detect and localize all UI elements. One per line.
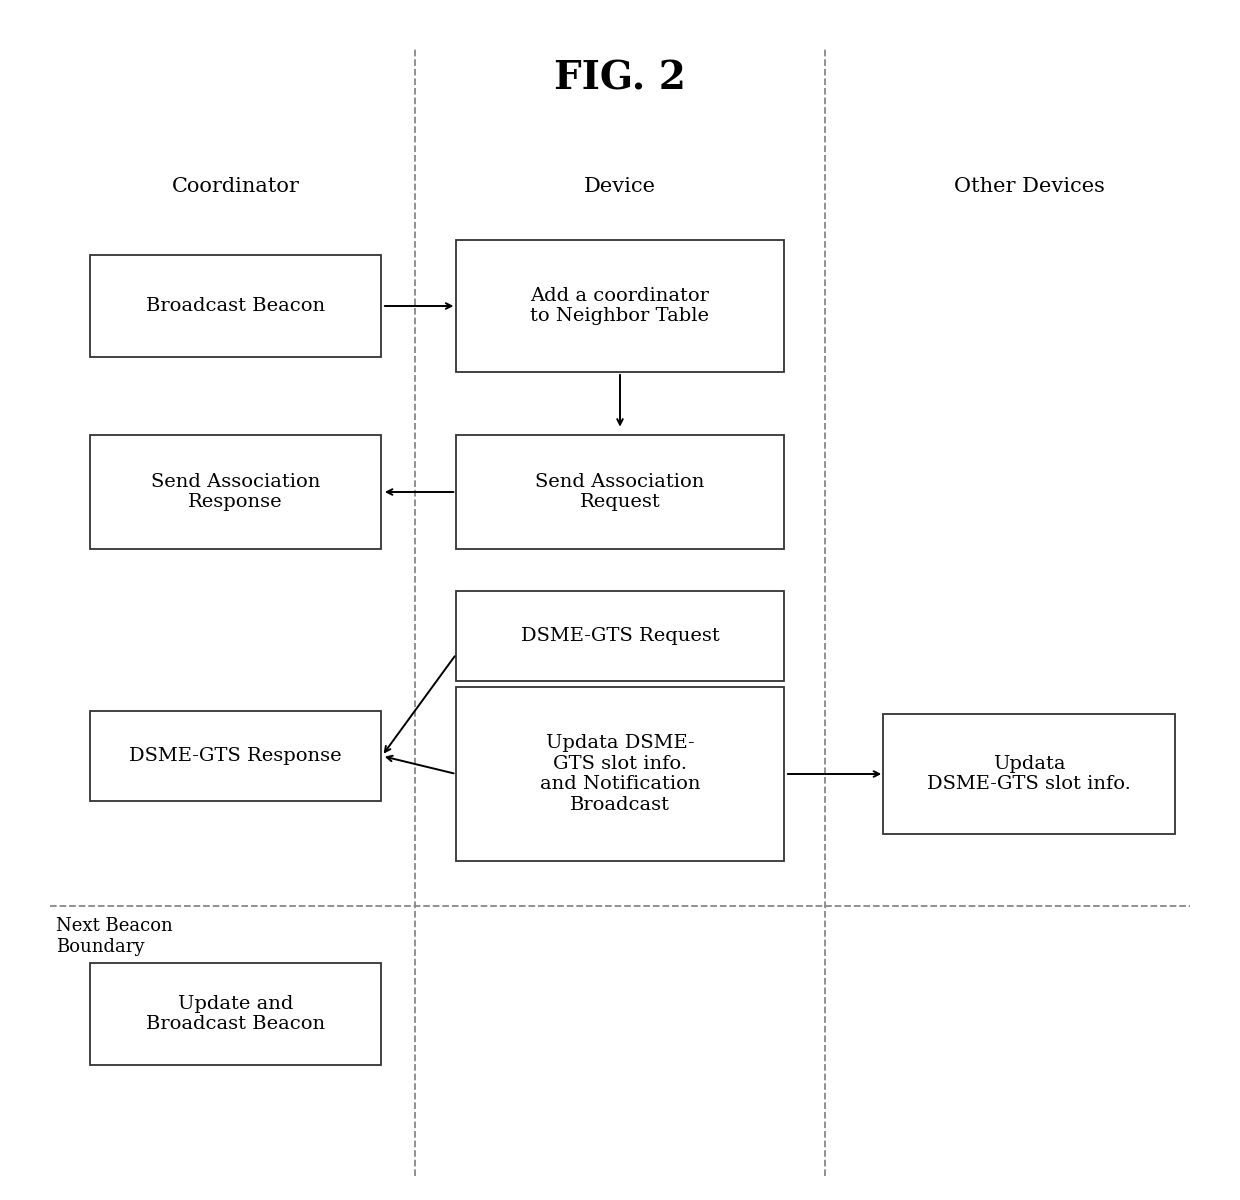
FancyBboxPatch shape [456, 434, 785, 550]
Text: Send Association
Response: Send Association Response [151, 473, 320, 511]
FancyBboxPatch shape [91, 434, 382, 550]
Text: DSME-GTS Request: DSME-GTS Request [521, 626, 719, 646]
Text: Device: Device [584, 176, 656, 196]
Text: Send Association
Request: Send Association Request [536, 473, 704, 511]
Text: Coordinator: Coordinator [171, 176, 300, 196]
FancyBboxPatch shape [91, 962, 382, 1066]
FancyBboxPatch shape [456, 592, 785, 680]
Text: DSME-GTS Response: DSME-GTS Response [129, 746, 342, 766]
Text: Add a coordinator
to Neighbor Table: Add a coordinator to Neighbor Table [531, 287, 709, 325]
Text: Next Beacon
Boundary: Next Beacon Boundary [56, 917, 172, 955]
Text: Updata DSME-
GTS slot info.
and Notification
Broadcast: Updata DSME- GTS slot info. and Notifica… [539, 733, 701, 814]
FancyBboxPatch shape [456, 240, 785, 372]
FancyBboxPatch shape [91, 254, 382, 358]
Text: Updata
DSME-GTS slot info.: Updata DSME-GTS slot info. [928, 755, 1131, 793]
FancyBboxPatch shape [456, 686, 785, 862]
Text: Other Devices: Other Devices [954, 176, 1105, 196]
Text: Update and
Broadcast Beacon: Update and Broadcast Beacon [146, 995, 325, 1033]
Text: FIG. 2: FIG. 2 [554, 59, 686, 97]
FancyBboxPatch shape [883, 714, 1174, 834]
FancyBboxPatch shape [91, 710, 382, 802]
Text: Broadcast Beacon: Broadcast Beacon [146, 296, 325, 314]
